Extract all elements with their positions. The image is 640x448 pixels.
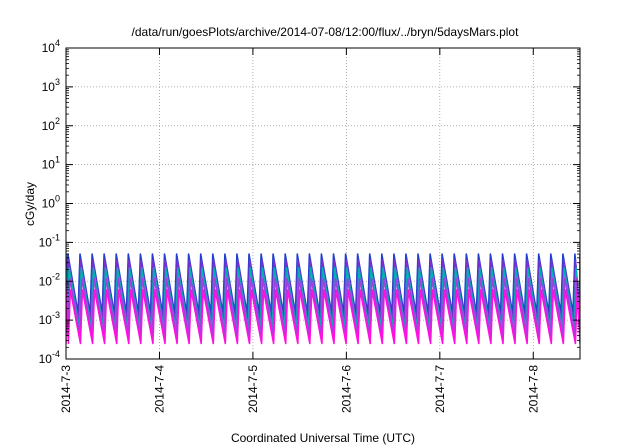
x-tick-label: 2014-7-4 xyxy=(152,365,166,413)
series-line xyxy=(66,267,580,330)
x-tick-label: 2014-7-6 xyxy=(339,365,353,413)
y-tick-label: 102 xyxy=(42,116,60,133)
x-tick-label: 2014-7-8 xyxy=(526,365,540,413)
series-line xyxy=(66,253,580,315)
x-axis-label: Coordinated Universal Time (UTC) xyxy=(231,431,415,445)
y-tick-label: 10-4 xyxy=(39,349,60,366)
series-line xyxy=(66,289,580,345)
y-tick-label: 10-1 xyxy=(39,232,60,249)
series-group xyxy=(66,253,580,345)
y-tick-label: 10-3 xyxy=(39,310,60,327)
grid-lines xyxy=(66,48,580,359)
y-axis-label: cGy/day xyxy=(23,182,37,226)
y-tick-label: 104 xyxy=(42,38,60,55)
x-tick-label: 2014-7-3 xyxy=(59,365,73,413)
y-tick-label: 100 xyxy=(42,194,60,211)
series-line xyxy=(66,277,580,337)
y-tick-label: 101 xyxy=(42,155,60,172)
chart-title: /data/run/goesPlots/archive/2014-07-08/1… xyxy=(132,25,520,39)
y-tick-label: 10-2 xyxy=(39,271,60,288)
x-tick-label: 2014-7-7 xyxy=(433,365,447,413)
y-axis-ticks: 10-4 10-3 10-2 10-1 100 101 102 103 104 xyxy=(39,38,580,366)
y-tick-label: 103 xyxy=(42,77,60,94)
x-tick-label: 2014-7-5 xyxy=(246,365,260,413)
x-axis-ticks: 2014-7-3 2014-7-4 2014-7-5 2014-7-6 2014-7-7… xyxy=(59,48,540,413)
series-line xyxy=(66,259,580,323)
